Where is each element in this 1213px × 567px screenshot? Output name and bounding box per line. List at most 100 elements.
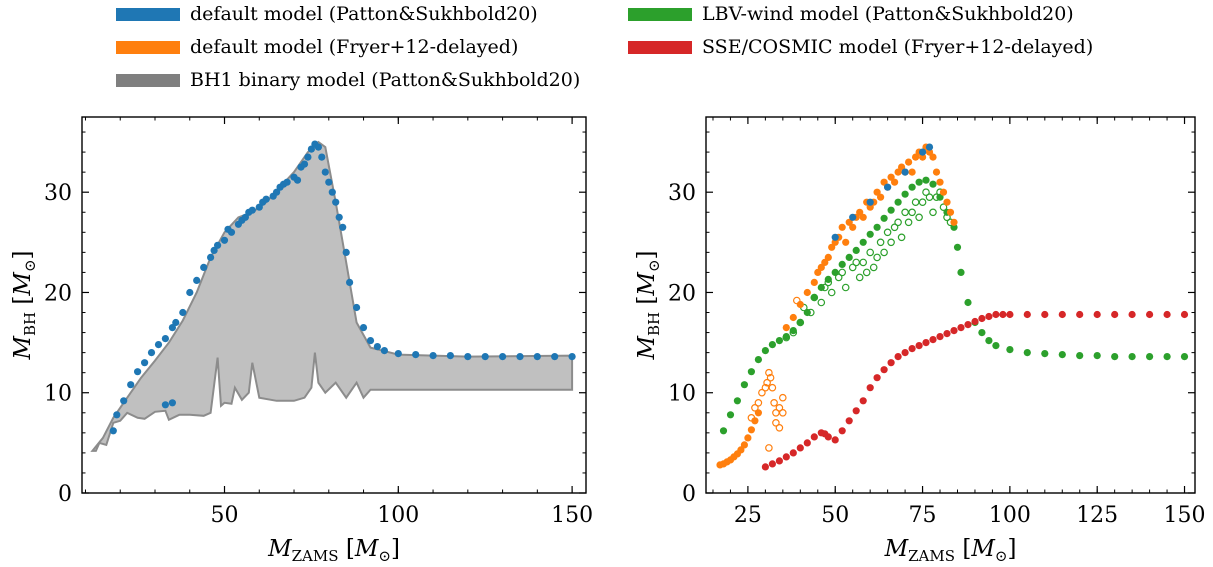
data-point <box>894 353 902 361</box>
data-point <box>817 298 826 307</box>
data-point <box>172 318 180 327</box>
data-point <box>765 368 773 377</box>
data-point <box>950 327 958 335</box>
data-point <box>346 278 354 286</box>
data-point <box>845 253 853 261</box>
data-point <box>751 417 759 425</box>
data-point <box>859 213 867 221</box>
data-point <box>873 374 881 382</box>
legend-swatch-blue <box>116 7 180 21</box>
left-panel: 50 100 150 0 10 20 30 MZAMS [M⊙] MBH [M⊙] <box>10 116 593 565</box>
data-point <box>147 349 156 357</box>
data-point <box>214 241 222 249</box>
data-point <box>283 178 291 186</box>
data-point <box>852 258 861 267</box>
data-point <box>824 253 832 261</box>
data-point <box>765 444 773 452</box>
data-point <box>901 168 909 176</box>
data-point <box>412 351 420 359</box>
data-point <box>894 218 902 227</box>
data-point <box>887 238 895 247</box>
data-point <box>796 318 805 327</box>
legend: default model (Patton&Sukhbold20) LBV-wi… <box>0 0 1213 100</box>
data-point <box>908 168 916 176</box>
data-point <box>897 233 906 242</box>
data-point <box>908 183 916 191</box>
data-point <box>929 180 937 188</box>
x-tick-label: 100 <box>377 503 419 528</box>
data-point <box>747 368 756 376</box>
data-point <box>307 145 315 153</box>
legend-swatch-gray <box>116 73 180 87</box>
data-point <box>499 353 507 361</box>
band-area <box>90 140 574 452</box>
data-point <box>915 213 923 222</box>
data-point <box>207 253 215 261</box>
data-point <box>866 384 874 392</box>
data-point <box>747 413 756 422</box>
data-point <box>957 324 965 332</box>
data-point <box>883 228 892 237</box>
data-point <box>891 178 899 186</box>
right-panel: 25 50 75 100 125 150 0 10 20 30 MZAMS [M⊙] MBH [M⊙] <box>634 116 1206 565</box>
data-point <box>109 427 117 435</box>
data-point <box>848 263 857 272</box>
data-point <box>946 208 955 216</box>
data-point <box>978 314 986 323</box>
y-tick-label: 20 <box>668 281 696 306</box>
data-point <box>464 353 472 361</box>
data-point <box>1023 349 1031 357</box>
data-point <box>332 198 340 206</box>
data-point <box>880 248 888 257</box>
y-tick-label: 30 <box>44 181 72 206</box>
data-point <box>210 246 218 254</box>
data-point <box>845 417 853 425</box>
data-point <box>481 353 489 361</box>
data-point <box>778 393 787 402</box>
data-point <box>884 183 892 191</box>
data-point <box>789 449 797 457</box>
data-point <box>737 446 745 454</box>
data-point <box>849 223 857 231</box>
data-point <box>789 327 797 335</box>
data-point <box>964 298 972 307</box>
data-point <box>978 329 986 337</box>
data-point <box>304 153 312 161</box>
data-point <box>929 153 937 161</box>
data-point <box>887 206 895 214</box>
legend-item-default-fryer: default model (Fryer+12-delayed) <box>116 36 518 58</box>
y-tick-label: 30 <box>668 181 696 206</box>
data-point <box>869 263 878 272</box>
data-point <box>1163 353 1171 361</box>
data-point <box>353 303 361 312</box>
data-point <box>992 310 1000 319</box>
data-point <box>335 213 343 221</box>
x-axis-label: MZAMS [M⊙] <box>884 536 1017 565</box>
data-point <box>1128 353 1136 361</box>
data-point <box>943 330 951 338</box>
data-point <box>827 288 836 297</box>
data-point <box>876 238 885 247</box>
legend-item-default-patton: default model (Patton&Sukhbold20) <box>116 3 538 25</box>
data-point <box>751 403 759 412</box>
data-point <box>120 397 128 405</box>
data-point <box>1076 352 1084 360</box>
data-point <box>758 388 766 397</box>
data-point <box>772 418 780 427</box>
data-point <box>953 243 962 251</box>
legend-swatch-red <box>628 40 692 54</box>
data-point <box>925 143 934 151</box>
y-tick-label: 0 <box>58 482 72 507</box>
data-point <box>943 213 951 222</box>
data-point <box>873 188 881 196</box>
data-point <box>929 336 937 344</box>
data-point <box>929 208 937 217</box>
data-point <box>859 258 868 267</box>
data-point <box>873 253 881 262</box>
data-point <box>820 283 829 292</box>
data-point <box>1180 353 1189 361</box>
data-point <box>932 193 941 202</box>
data-point <box>1180 310 1189 319</box>
data-point <box>318 153 326 161</box>
data-point <box>992 342 1000 350</box>
